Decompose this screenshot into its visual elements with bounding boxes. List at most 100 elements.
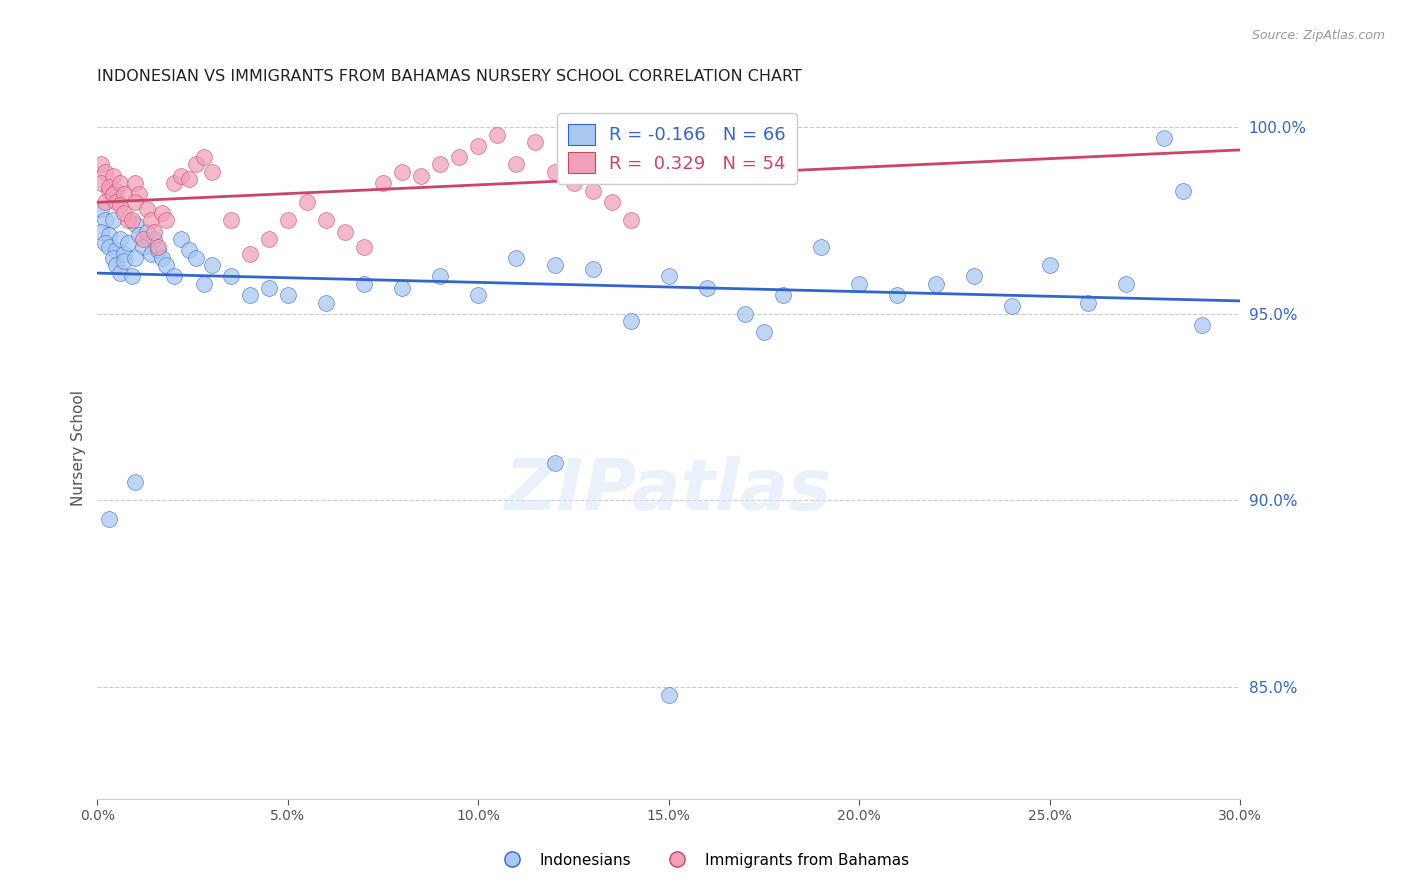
Point [429, 269, 451, 284]
Point [543, 258, 565, 272]
Point [620, 213, 643, 227]
Point [90, 176, 112, 190]
Point [449, 150, 471, 164]
Point [962, 269, 984, 284]
Point [143, 232, 166, 246]
Y-axis label: Nursery School: Nursery School [72, 390, 86, 506]
Point [810, 239, 832, 253]
Point [97, 512, 120, 526]
Point [135, 225, 157, 239]
Point [1153, 131, 1175, 145]
Legend: Indonesians, Immigrants from Bahamas: Indonesians, Immigrants from Bahamas [491, 847, 915, 873]
Point [177, 244, 200, 258]
Point [124, 475, 146, 489]
Point [186, 157, 208, 171]
Point [90, 157, 112, 171]
Point [924, 277, 946, 291]
Point [257, 232, 280, 246]
Point [582, 261, 605, 276]
Point [391, 165, 413, 179]
Point [658, 688, 681, 702]
Point [97, 179, 120, 194]
Point [524, 135, 547, 149]
Point [315, 295, 337, 310]
Point [112, 206, 135, 220]
Point [108, 266, 131, 280]
Point [101, 251, 124, 265]
Point [105, 258, 128, 272]
Point [124, 176, 146, 190]
Point [105, 244, 128, 258]
Point [162, 269, 184, 284]
Legend: R = -0.166   N = 66, R =  0.329   N = 54: R = -0.166 N = 66, R = 0.329 N = 54 [557, 113, 797, 184]
Point [108, 176, 131, 190]
Point [112, 247, 135, 261]
Point [170, 232, 193, 246]
Point [1001, 299, 1024, 313]
Point [170, 169, 193, 183]
Point [132, 239, 155, 253]
Point [239, 247, 262, 261]
Point [148, 244, 170, 258]
Point [620, 314, 643, 328]
Point [121, 213, 143, 227]
Point [239, 288, 262, 302]
Point [90, 225, 112, 239]
Point [411, 169, 433, 183]
Point [505, 251, 527, 265]
Point [353, 239, 375, 253]
Point [315, 213, 337, 227]
Point [117, 213, 139, 227]
Point [848, 277, 870, 291]
Point [333, 225, 356, 239]
Point [277, 288, 299, 302]
Point [94, 165, 117, 179]
Point [600, 194, 623, 209]
Point [112, 187, 135, 202]
Point [105, 194, 128, 209]
Point [90, 202, 112, 217]
Point [277, 213, 299, 227]
Point [124, 217, 146, 231]
Point [219, 213, 242, 227]
Point [162, 176, 184, 190]
Point [150, 206, 173, 220]
Point [1191, 318, 1213, 332]
Point [97, 228, 120, 243]
Point [97, 239, 120, 253]
Point [193, 150, 215, 164]
Point [105, 184, 128, 198]
Point [1077, 295, 1099, 310]
Point [582, 184, 605, 198]
Point [1115, 277, 1137, 291]
Point [139, 247, 162, 261]
Point [562, 176, 585, 190]
Point [94, 213, 117, 227]
Point [201, 165, 224, 179]
Point [186, 251, 208, 265]
Point [155, 213, 177, 227]
Point [219, 269, 242, 284]
Point [128, 187, 150, 202]
Point [1173, 184, 1195, 198]
Text: Source: ZipAtlas.com: Source: ZipAtlas.com [1251, 29, 1385, 43]
Point [94, 235, 117, 250]
Point [121, 269, 143, 284]
Point [257, 280, 280, 294]
Point [108, 198, 131, 212]
Point [148, 239, 170, 253]
Point [193, 277, 215, 291]
Point [1039, 258, 1062, 272]
Point [124, 251, 146, 265]
Point [101, 169, 124, 183]
Point [371, 176, 394, 190]
Point [486, 128, 509, 142]
Point [295, 194, 318, 209]
Point [505, 157, 527, 171]
Point [543, 165, 565, 179]
Point [543, 456, 565, 470]
Point [117, 235, 139, 250]
Point [155, 258, 177, 272]
Point [112, 254, 135, 268]
Text: INDONESIAN VS IMMIGRANTS FROM BAHAMAS NURSERY SCHOOL CORRELATION CHART: INDONESIAN VS IMMIGRANTS FROM BAHAMAS NU… [97, 69, 803, 84]
